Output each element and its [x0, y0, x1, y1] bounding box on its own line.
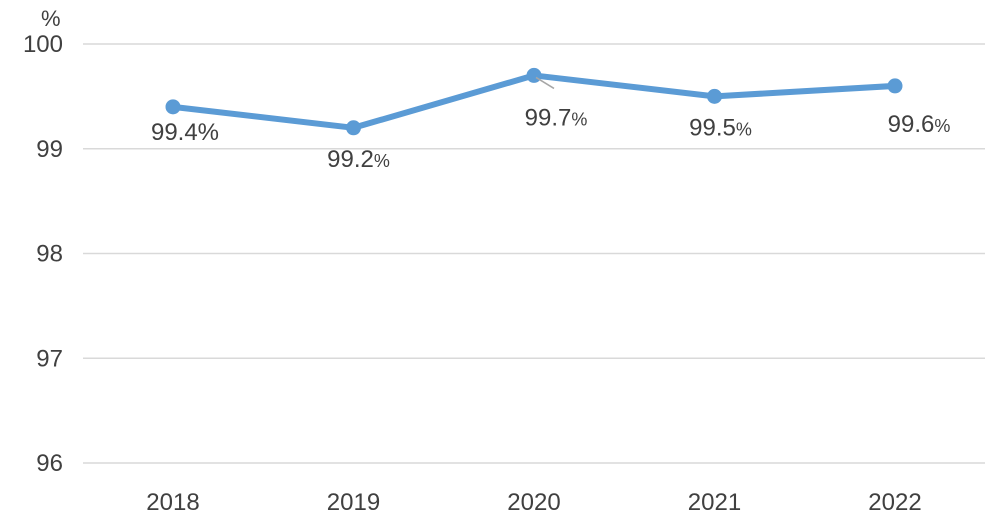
- y-tick-label: 100: [23, 31, 63, 58]
- y-tick-label: 96: [36, 450, 63, 477]
- x-tick-label: 2019: [327, 489, 380, 516]
- data-label-2022: 99.6%: [888, 111, 951, 138]
- data-point-2018: [165, 99, 181, 115]
- data-point-2021: [707, 88, 722, 104]
- data-label-2019: 99.2%: [327, 146, 390, 173]
- data-label-2018: 99.4%: [151, 119, 219, 146]
- y-tick-label: 98: [36, 241, 63, 268]
- data-point-2019: [346, 120, 361, 136]
- data-label-2021: 99.5%: [689, 114, 752, 141]
- leader-line: [535, 76, 555, 90]
- data-labels: 99.4% 99.2% 99.7% 99.5% 99.6%: [151, 76, 951, 173]
- series-layer: [165, 67, 903, 136]
- data-point-2020: [526, 67, 542, 83]
- x-axis-ticks: 2018 2019 2020 2021 2022: [146, 489, 921, 516]
- x-tick-label: 2020: [507, 489, 560, 516]
- x-tick-label: 2021: [688, 489, 741, 516]
- y-tick-label: 97: [36, 345, 63, 372]
- y-axis-ticks: 96 97 98 99 100: [23, 31, 63, 477]
- data-label-2020: 99.7%: [525, 104, 588, 131]
- y-unit-label: %: [41, 6, 61, 31]
- x-tick-label: 2018: [146, 489, 199, 516]
- data-point-2022: [887, 78, 903, 94]
- y-tick-label: 99: [36, 136, 63, 163]
- x-tick-label: 2022: [868, 489, 921, 516]
- gridlines: [83, 43, 985, 464]
